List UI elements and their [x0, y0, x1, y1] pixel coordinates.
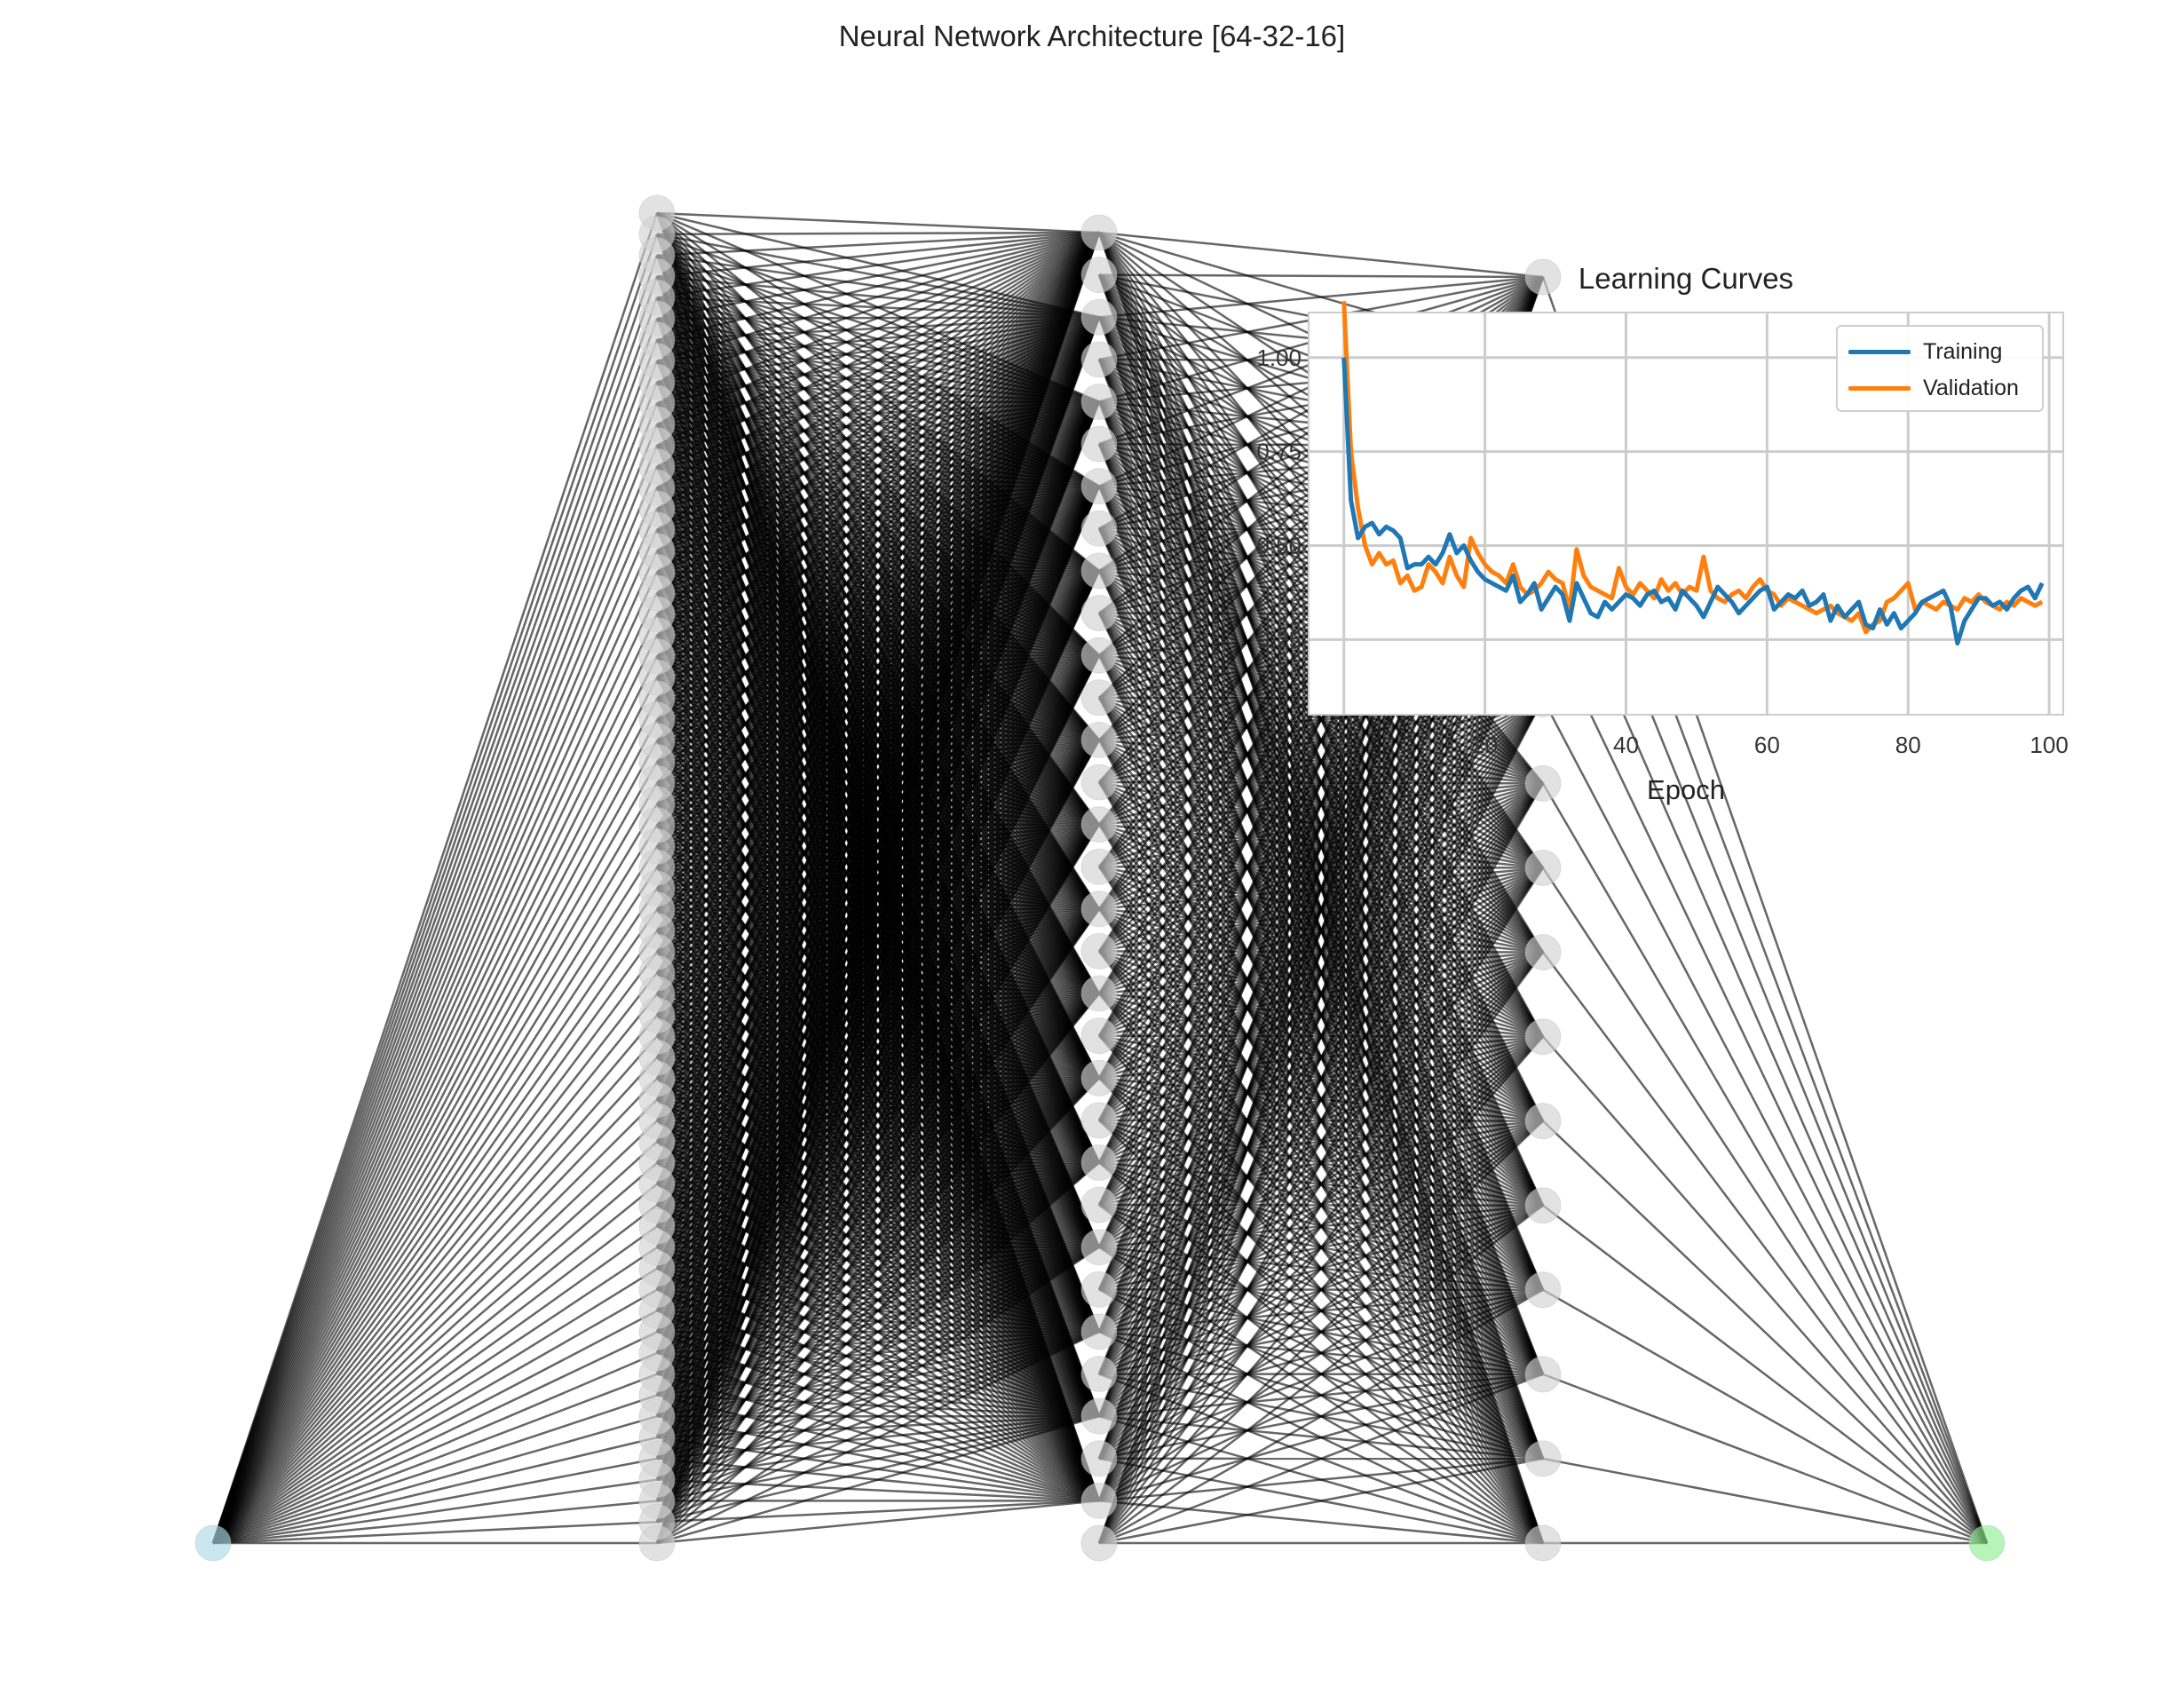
- hidden_2-node: [1081, 849, 1117, 884]
- hidden_2-node: [1081, 976, 1117, 1011]
- hidden_3-node: [1525, 935, 1561, 970]
- edge: [213, 804, 657, 1543]
- edge: [213, 889, 657, 1543]
- edge: [213, 1100, 657, 1543]
- hidden_3-node: [1525, 1188, 1561, 1223]
- inset-title: Learning Curves: [1309, 262, 2063, 296]
- edge: [213, 382, 657, 1543]
- hidden_2-node: [1081, 1230, 1117, 1265]
- hidden_2-node: [1081, 1018, 1117, 1054]
- edge: [213, 509, 657, 1543]
- edge: [1543, 1459, 1987, 1543]
- hidden_2-node: [1081, 1525, 1117, 1561]
- hidden_2-node: [1081, 637, 1117, 673]
- hidden_2-node: [1081, 384, 1117, 419]
- edge: [1543, 1374, 1987, 1543]
- edge: [213, 1016, 657, 1543]
- hidden_2-node: [1081, 596, 1117, 631]
- hidden_2-node: [1081, 299, 1117, 335]
- edge: [1543, 1121, 1987, 1543]
- hidden_2-node: [1081, 1357, 1117, 1392]
- hidden_2-node: [1081, 257, 1117, 293]
- hidden_2-node: [1081, 511, 1117, 546]
- edge: [213, 614, 657, 1543]
- inset-x-axis-label: Epoch: [1309, 774, 2063, 806]
- edge: [213, 867, 657, 1543]
- hidden_3-node: [1525, 512, 1561, 548]
- legend-label-validation: Validation: [1923, 376, 2019, 401]
- input-node: [195, 1525, 231, 1561]
- hidden_2-node: [1081, 1483, 1117, 1518]
- edge: [1543, 1206, 1987, 1543]
- hidden_2-node: [1081, 722, 1117, 757]
- hidden_3-node: [1525, 1272, 1561, 1308]
- hidden_2-node: [1081, 1144, 1117, 1180]
- edge: [1543, 953, 1987, 1543]
- legend-label-training: Training: [1923, 339, 2002, 365]
- hidden_3-node: [1525, 1357, 1561, 1392]
- chart-title: Neural Network Architecture [64-32-16]: [0, 20, 2184, 53]
- edge: [213, 530, 657, 1543]
- edge: [213, 446, 657, 1543]
- legend-swatch-training: [1848, 350, 1911, 354]
- edge: [1543, 277, 1987, 1543]
- hidden_2-node: [1081, 933, 1117, 969]
- legend-item-training: Training: [1848, 334, 2031, 370]
- edge: [1543, 1037, 1987, 1543]
- hidden_3-node: [1525, 344, 1561, 379]
- hidden_2-node: [1081, 1060, 1117, 1096]
- hidden_3-node: [1525, 1019, 1561, 1055]
- edge: [213, 656, 657, 1543]
- legend-item-validation: Validation: [1848, 370, 2031, 407]
- hidden_1-node: [639, 1525, 675, 1561]
- hidden_2-node: [1081, 553, 1117, 589]
- edge: [1543, 614, 1987, 1543]
- legend: Training Validation: [1836, 325, 2044, 412]
- hidden_2-node: [1081, 1314, 1117, 1350]
- edge: [657, 233, 1099, 234]
- hidden_2-node: [1081, 215, 1117, 250]
- edge: [213, 403, 657, 1543]
- hidden_2-node: [1081, 426, 1117, 462]
- hidden_2-node: [1081, 1187, 1117, 1223]
- edge: [1543, 530, 1987, 1543]
- hidden_3-node: [1525, 850, 1561, 885]
- edge: [213, 740, 657, 1543]
- hidden_3-node: [1525, 597, 1561, 632]
- edge: [1543, 867, 1987, 1543]
- edge: [1543, 783, 1987, 1543]
- hidden_2-node: [1081, 807, 1117, 843]
- output-node: [1969, 1525, 2005, 1561]
- edge: [1543, 361, 1987, 1543]
- hidden_2-node: [1081, 680, 1117, 716]
- hidden_3-node: [1525, 681, 1561, 716]
- hidden_2-node: [1081, 1441, 1117, 1476]
- legend-swatch-validation: [1848, 386, 1911, 391]
- hidden_2-node: [1081, 1398, 1117, 1434]
- hidden_3-node: [1525, 1441, 1561, 1476]
- hidden_3-node: [1525, 1525, 1561, 1561]
- hidden_2-node: [1081, 891, 1117, 927]
- hidden_2-node: [1081, 342, 1117, 377]
- hidden_3-node: [1525, 428, 1561, 463]
- hidden_2-node: [1081, 764, 1117, 800]
- hidden_3-node: [1525, 1104, 1561, 1139]
- edge: [213, 677, 657, 1543]
- edge: [1099, 1500, 1543, 1543]
- hidden_2-node: [1081, 1271, 1117, 1307]
- edge: [1543, 446, 1987, 1543]
- hidden_2-node: [1081, 1103, 1117, 1138]
- hidden_2-node: [1081, 469, 1117, 504]
